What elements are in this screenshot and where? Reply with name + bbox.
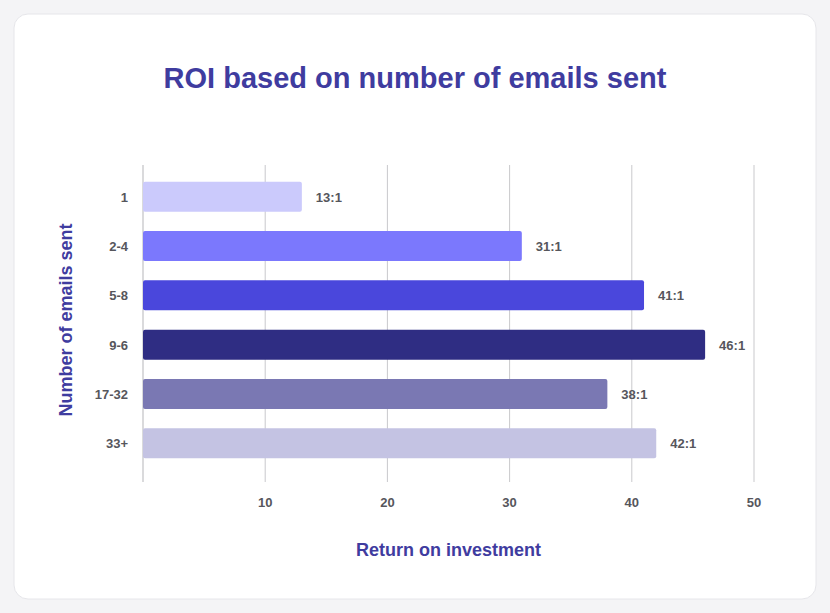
category-label: 17-32 bbox=[95, 387, 128, 402]
tick-label: 40 bbox=[625, 495, 639, 510]
card bbox=[14, 14, 816, 599]
axis-range bbox=[143, 482, 754, 483]
category-label: 33+ bbox=[106, 436, 128, 451]
category-label: 5-8 bbox=[109, 288, 128, 303]
bar bbox=[143, 330, 705, 360]
data-label: 31:1 bbox=[536, 239, 562, 254]
tick-label: 20 bbox=[380, 495, 394, 510]
data-label: 38:1 bbox=[621, 387, 647, 402]
tick-label: 10 bbox=[258, 495, 272, 510]
bar bbox=[143, 231, 522, 261]
bars bbox=[143, 182, 705, 459]
data-label: 13:1 bbox=[316, 190, 342, 205]
chart: ROI based on number of emails sent 10 20 30… bbox=[0, 0, 830, 613]
data-label: 46:1 bbox=[719, 338, 745, 353]
category-label: 1 bbox=[121, 190, 128, 205]
tick-label: 50 bbox=[747, 495, 761, 510]
category-label: 9-6 bbox=[109, 338, 128, 353]
grid-line bbox=[754, 165, 755, 482]
data-label: 41:1 bbox=[658, 288, 684, 303]
bar bbox=[143, 428, 656, 458]
y-axis-label: Number of emails sent bbox=[56, 223, 76, 416]
bar bbox=[143, 182, 302, 212]
category-label: 2-4 bbox=[109, 239, 129, 254]
title: ROI based on number of emails sent bbox=[164, 62, 667, 94]
bar bbox=[143, 280, 644, 310]
tick-label: 30 bbox=[502, 495, 516, 510]
data-label: 42:1 bbox=[670, 436, 696, 451]
x-axis-label: Return on investment bbox=[356, 540, 541, 560]
bar bbox=[143, 379, 607, 409]
